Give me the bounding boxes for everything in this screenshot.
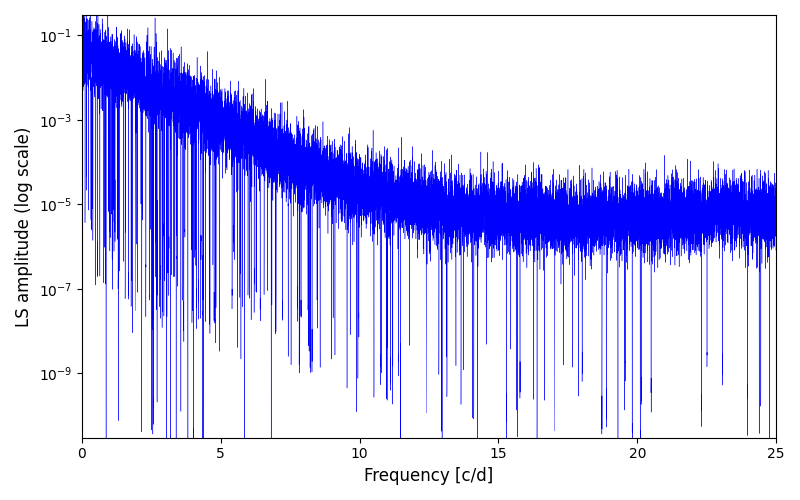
Y-axis label: LS amplitude (log scale): LS amplitude (log scale) — [15, 126, 33, 326]
X-axis label: Frequency [c/d]: Frequency [c/d] — [364, 467, 494, 485]
